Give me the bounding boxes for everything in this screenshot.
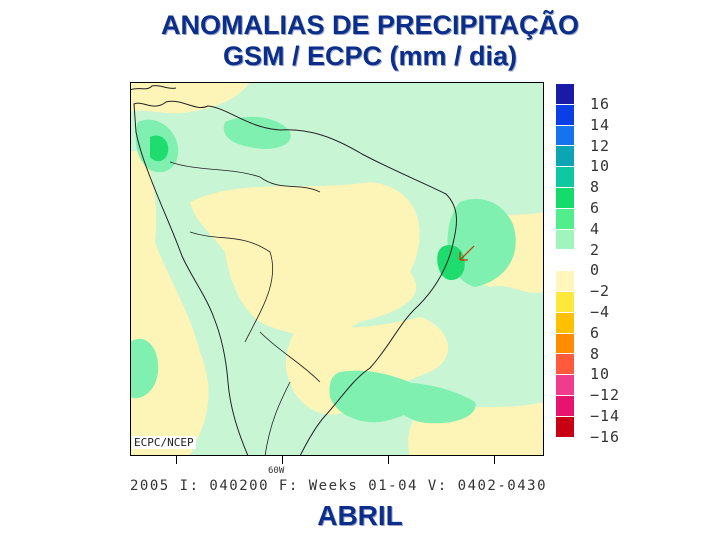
colorbar-label: −2 <box>590 282 611 301</box>
colorbar-label: −4 <box>590 302 611 321</box>
colorbar-label: 6 <box>590 198 601 217</box>
country-borders <box>169 161 321 456</box>
month-label: ABRIL <box>317 500 403 531</box>
colorbar-swatch <box>556 271 574 292</box>
colorbar-swatch <box>556 104 574 126</box>
colorbar-label: 12 <box>590 136 611 155</box>
colorbar-swatch <box>556 291 574 313</box>
colorbar-label: 8 <box>590 178 601 197</box>
x-axis-tick <box>388 456 389 464</box>
longitude-label: 60W <box>268 466 285 476</box>
map-frame <box>130 82 544 456</box>
colorbar-label: 14 <box>590 115 611 134</box>
colorbar-swatch <box>556 354 574 376</box>
colorbar-label: −16 <box>590 427 621 446</box>
colorbar-label: 6 <box>590 323 601 342</box>
colorbar-label: 10 <box>590 157 611 176</box>
wet-region-pacific <box>130 338 159 399</box>
wet-region-northwest-core <box>150 135 169 162</box>
colorbar <box>556 84 574 438</box>
colorbar-swatch <box>556 146 574 168</box>
colorbar-swatch <box>556 187 574 209</box>
wet-region-amazon-north <box>223 116 291 149</box>
central-america-coastline <box>130 85 177 91</box>
map-title: ANOMALIAS DE PRECIPITAÇÃO GSM / ECPC (mm… <box>160 10 579 71</box>
colorbar-labels: 16 14 12 10 8 6 4 2 0 −2 −4 6 8 10 −12 −14 −16 <box>590 94 630 448</box>
colorbar-label: 16 <box>590 95 611 113</box>
colorbar-label: 2 <box>590 240 601 259</box>
wet-region-southeast <box>389 382 476 424</box>
annotation-arrow <box>459 245 475 261</box>
colorbar-label: −12 <box>590 386 621 405</box>
colorbar-swatch <box>556 84 574 105</box>
footer-metadata: 2005 I: 040200 F: Weeks 01-04 V: 0402-04… <box>130 478 548 494</box>
colorbar-swatch <box>556 229 574 251</box>
precipitation-anomaly-map <box>130 82 544 456</box>
wet-region-northeast-core <box>437 244 465 281</box>
x-axis-tick <box>176 456 177 464</box>
colorbar-swatch <box>556 312 574 334</box>
colorbar-swatch <box>556 375 574 396</box>
colorbar-label: 8 <box>590 344 601 363</box>
x-axis-tick <box>494 456 495 464</box>
colorbar-swatch <box>556 208 574 230</box>
colorbar-label: 4 <box>590 219 601 238</box>
map-credit-label: ECPC/NCEP <box>132 436 196 449</box>
colorbar-label: 0 <box>590 261 601 280</box>
colorbar-swatch <box>556 250 574 272</box>
dry-region-south <box>285 317 449 415</box>
colorbar-label: 10 <box>590 365 611 384</box>
colorbar-swatch <box>556 395 574 417</box>
colorbar-swatch <box>556 167 574 188</box>
x-axis-tick <box>282 456 283 464</box>
dry-region-central <box>190 182 420 336</box>
colorbar-swatch <box>556 125 574 147</box>
colorbar-label: −14 <box>590 406 621 425</box>
south-america-coastline <box>133 100 457 456</box>
colorbar-swatch <box>556 333 574 355</box>
colorbar-swatch <box>556 416 574 438</box>
